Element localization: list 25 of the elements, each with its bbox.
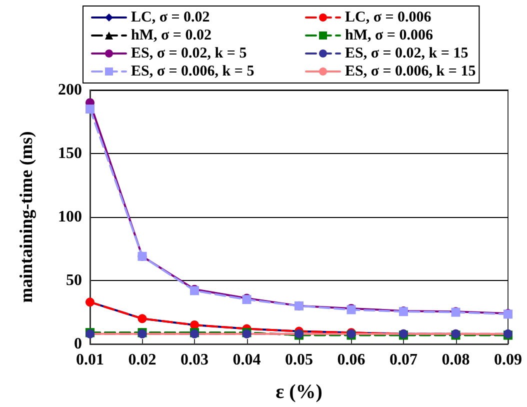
y-tick-label: 50	[66, 272, 82, 289]
legend-label: ES, σ = 0.006, k = 5	[131, 64, 254, 80]
legend-label: ES, σ = 0.02, k = 15	[345, 46, 468, 62]
x-tick-label: 0.07	[390, 352, 418, 368]
y-axis-title: maintaining-time (ms)	[16, 131, 36, 303]
legend-label: ES, σ = 0.02, k = 5	[131, 46, 247, 62]
x-tick-label: 0.03	[180, 352, 208, 368]
x-tick-label: 0.09	[494, 352, 522, 368]
legend-label: hM, σ = 0.006	[345, 28, 434, 44]
legend-label: LC, σ = 0.02	[131, 10, 210, 26]
x-tick-label: 0.04	[232, 352, 261, 368]
x-tick-label: 0.05	[285, 352, 313, 368]
x-tick-label: 0.08	[442, 352, 470, 368]
legend-label: hM, σ = 0.02	[131, 28, 212, 44]
y-tick-label: 150	[58, 145, 82, 162]
x-tick-label: 0.02	[128, 352, 156, 368]
y-tick-label: 200	[58, 82, 82, 98]
x-tick-label: 0.01	[76, 352, 104, 368]
y-tick-label: 0	[74, 336, 82, 352]
x-tick-label: 0.06	[337, 352, 366, 368]
x-axis-title: ε (%)	[276, 381, 322, 403]
legend-label: ES, σ = 0.006, k = 15	[345, 64, 476, 80]
y-tick-label: 100	[58, 208, 82, 226]
point	[86, 104, 94, 114]
legend-label: LC, σ = 0.006	[345, 10, 432, 26]
